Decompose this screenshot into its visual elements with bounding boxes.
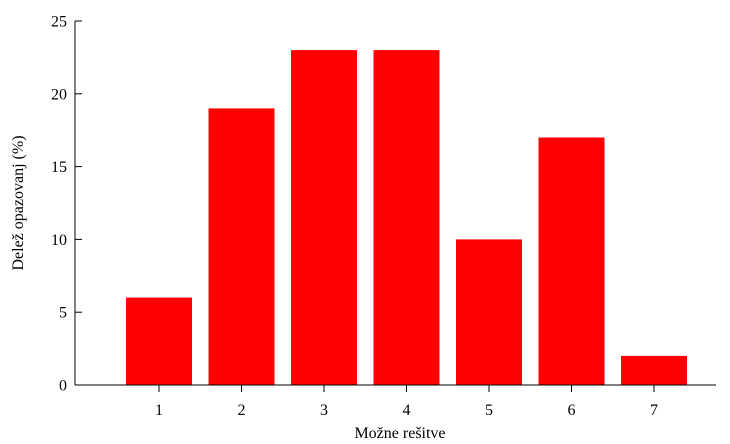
y-axis-title: Delež opazovanj (%) — [10, 135, 27, 270]
x-tick-label: 7 — [650, 402, 658, 419]
bar-1 — [126, 297, 192, 385]
x-tick-label: 4 — [403, 402, 411, 419]
x-tick-label: 3 — [320, 402, 328, 419]
y-tick-label: 10 — [51, 232, 67, 249]
bar-4 — [373, 50, 440, 385]
y-axis-ticks: 0 5 10 15 20 25 — [51, 14, 82, 395]
bar-3 — [291, 50, 357, 385]
y-tick-label: 25 — [51, 14, 67, 31]
bar-6 — [538, 137, 605, 385]
x-tick-label: 2 — [238, 402, 246, 419]
y-tick-label: 15 — [51, 159, 67, 176]
y-tick-label: 20 — [51, 86, 67, 103]
bar-2 — [208, 108, 275, 386]
bars-group — [126, 50, 687, 386]
bar-5 — [456, 239, 522, 385]
x-tick-label: 1 — [155, 402, 163, 419]
y-tick-label: 0 — [59, 378, 67, 395]
x-axis-ticks: 1 2 3 4 5 6 7 — [155, 385, 658, 419]
x-tick-label: 5 — [485, 402, 493, 419]
x-tick-label: 6 — [568, 402, 576, 419]
bar-7 — [621, 355, 687, 385]
y-tick-label: 5 — [59, 305, 67, 322]
x-axis-title: Možne rešitve — [354, 425, 445, 442]
